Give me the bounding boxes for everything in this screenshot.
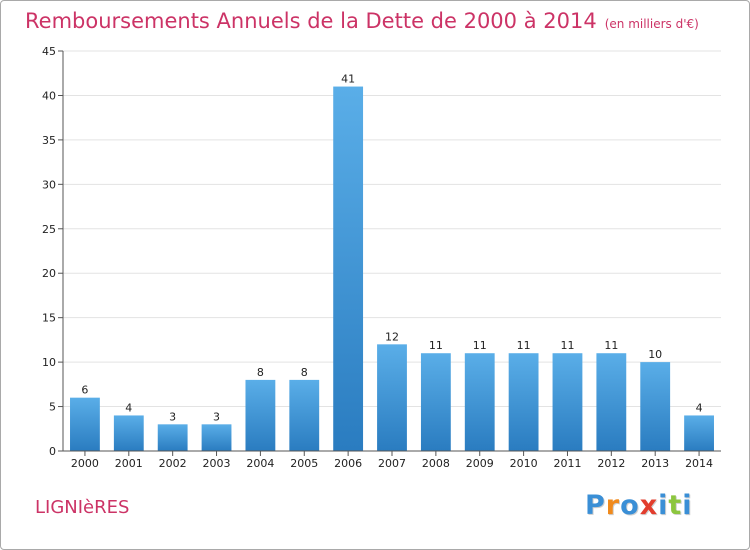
bar-2008[interactable] — [420, 353, 451, 451]
x-tick-label: 2008 — [422, 457, 450, 470]
y-tick-label: 15 — [42, 312, 56, 325]
data-label: 11 — [473, 339, 487, 352]
data-label: 6 — [81, 384, 88, 397]
logo-letter: r — [605, 490, 621, 521]
chart-title-text: Remboursements Annuels de la Dette de 20… — [25, 9, 597, 33]
data-label: 11 — [517, 339, 531, 352]
chart-title: Remboursements Annuels de la Dette de 20… — [25, 9, 699, 33]
bars: 6 4 3 3 8 8 41 12 11 11 11 11 11 10 4 — [70, 73, 714, 452]
bar-2007[interactable] — [377, 344, 407, 451]
data-label: 3 — [169, 410, 176, 423]
x-tick-label: 2000 — [71, 457, 99, 470]
data-label: 10 — [648, 348, 662, 361]
proxiti-logo[interactable]: Proxiti — [585, 490, 693, 521]
logo-letter: i — [682, 490, 693, 521]
data-label: 4 — [125, 401, 132, 414]
x-tick-label: 2002 — [159, 457, 187, 470]
bar-2012[interactable] — [596, 353, 627, 451]
data-label: 41 — [341, 73, 355, 86]
x-tick-label: 2011 — [553, 457, 581, 470]
x-tick-label: 2010 — [510, 457, 538, 470]
data-label: 12 — [385, 330, 399, 343]
y-tick-label: 0 — [49, 445, 56, 458]
chart-unit: (en milliers d'€) — [604, 17, 699, 31]
bar-2003[interactable] — [201, 424, 232, 451]
data-label: 8 — [301, 366, 308, 379]
data-label: 11 — [560, 339, 574, 352]
y-tick-label: 25 — [42, 223, 56, 236]
x-tick-label: 2013 — [641, 457, 669, 470]
y-tick-label: 35 — [42, 134, 56, 147]
y-tick-label: 40 — [42, 89, 56, 102]
bar-2006[interactable] — [333, 86, 364, 452]
y-tick-label: 30 — [42, 178, 56, 191]
data-label: 3 — [213, 410, 220, 423]
data-label: 8 — [257, 366, 264, 379]
bar-2002[interactable] — [157, 424, 188, 451]
data-label: 11 — [429, 339, 443, 352]
logo-letter: x — [639, 490, 659, 521]
x-tick-label: 2012 — [597, 457, 625, 470]
bar-2005[interactable] — [289, 379, 320, 451]
bar-2014[interactable] — [684, 415, 714, 451]
y-tick-label: 45 — [42, 45, 56, 58]
data-label: 11 — [604, 339, 618, 352]
logo-letter: t — [668, 490, 683, 521]
x-tick-label: 2014 — [685, 457, 713, 470]
x-tick-label: 2003 — [203, 457, 231, 470]
y-tick-label: 10 — [42, 356, 56, 369]
y-tick-label: 5 — [49, 401, 56, 414]
y-tick-label: 20 — [42, 267, 56, 280]
bar-2010[interactable] — [508, 353, 539, 451]
logo-letter: P — [585, 490, 606, 521]
bar-2001[interactable] — [113, 415, 144, 451]
x-tick-label: 2004 — [246, 457, 274, 470]
bar-2004[interactable] — [245, 379, 276, 451]
x-tick-label: 2005 — [290, 457, 318, 470]
x-tick-label: 2001 — [115, 457, 143, 470]
logo-letter: i — [658, 490, 669, 521]
logo-letter: o — [620, 490, 640, 521]
bar-2011[interactable] — [552, 353, 583, 451]
x-tick-label: 2009 — [466, 457, 494, 470]
x-tick-label: 2007 — [378, 457, 406, 470]
x-tick-label: 2006 — [334, 457, 362, 470]
bar-2013[interactable] — [640, 362, 671, 451]
commune-name: LIGNIèRES — [35, 497, 130, 518]
axes: 0 5 10 15 20 25 30 35 40 45 2000 2001 2002 2003 2004 20… — [42, 45, 721, 470]
bar-2009[interactable] — [464, 353, 495, 451]
bar-2000[interactable] — [70, 397, 100, 451]
data-label: 4 — [696, 401, 703, 414]
